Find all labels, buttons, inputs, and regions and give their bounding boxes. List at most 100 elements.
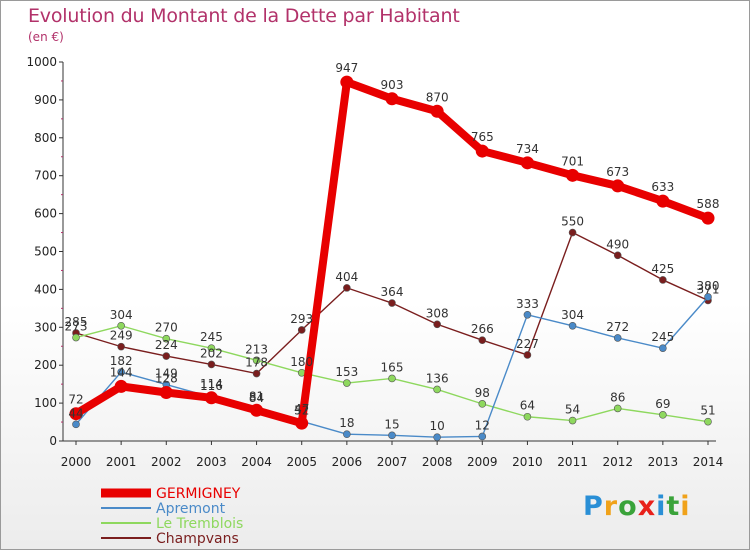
data-label: 128	[155, 371, 178, 385]
chart-title: Evolution du Montant de la Dette par Hab…	[28, 5, 460, 27]
data-point	[295, 416, 309, 430]
y-tick-label: 500	[34, 245, 57, 259]
data-label: 380	[697, 279, 720, 293]
y-tick-label: 1000	[26, 55, 57, 69]
data-label: 149	[155, 367, 178, 381]
x-tick-label: 2011	[557, 455, 588, 469]
x-tick-label: 2009	[467, 455, 498, 469]
data-label: 273	[65, 320, 88, 334]
data-label: 69	[655, 397, 670, 411]
data-label: 54	[565, 403, 580, 417]
legend-label: GERMIGNEY	[156, 486, 241, 502]
data-point	[69, 407, 83, 421]
logo-letter: i	[656, 491, 667, 522]
data-point	[520, 156, 534, 170]
data-label: 304	[561, 308, 584, 322]
x-tick-label: 2014	[693, 455, 724, 469]
x-tick-label: 2006	[332, 455, 363, 469]
y-tick-label: 800	[34, 131, 57, 145]
data-point	[117, 321, 125, 330]
data-point	[388, 374, 396, 383]
data-point	[385, 92, 399, 106]
data-point	[117, 342, 125, 351]
y-tick-label: 100	[34, 396, 57, 410]
logo-letter: i	[680, 491, 691, 522]
data-label: 903	[381, 78, 404, 92]
data-point	[701, 211, 715, 225]
data-point	[478, 400, 487, 408]
data-point	[659, 344, 667, 352]
data-point	[523, 310, 532, 319]
y-tick-label: 700	[34, 169, 57, 183]
proxiti-logo: Proxiti	[583, 491, 691, 522]
data-point	[297, 326, 306, 334]
data-point	[388, 431, 396, 440]
data-label: 98	[475, 386, 490, 400]
data-label: 18	[339, 416, 354, 430]
data-label: 285	[65, 315, 88, 329]
data-point	[523, 351, 532, 359]
logo-letter: o	[618, 491, 638, 522]
data-label: 213	[245, 342, 268, 356]
data-point	[659, 411, 667, 419]
data-label: 425	[651, 262, 674, 276]
data-label: 64	[520, 399, 535, 413]
data-label: 224	[155, 338, 178, 352]
legend-label: Le Tremblois	[156, 516, 243, 532]
data-point	[478, 336, 487, 344]
data-label: 765	[471, 130, 494, 144]
data-point	[207, 344, 216, 352]
y-tick-label: 300	[34, 320, 57, 334]
data-label: 182	[110, 354, 133, 368]
data-point	[162, 334, 171, 343]
data-point	[114, 379, 128, 393]
data-point	[613, 334, 622, 342]
data-label: 272	[606, 320, 629, 334]
data-label: 270	[155, 321, 178, 335]
y-tick-label: 200	[34, 358, 57, 372]
data-point	[433, 320, 441, 329]
data-label: 165	[381, 360, 404, 374]
data-label: 202	[200, 346, 223, 360]
data-label: 136	[426, 371, 449, 385]
legend-label: Apremont	[156, 501, 226, 517]
data-point	[343, 284, 351, 292]
x-tick-label: 2004	[241, 455, 272, 469]
data-label: 178	[245, 356, 268, 370]
data-label: 266	[471, 322, 494, 336]
data-point	[207, 360, 216, 369]
data-label: 293	[290, 312, 313, 326]
data-point	[117, 368, 125, 376]
data-point	[704, 417, 712, 426]
data-point	[659, 276, 667, 284]
data-point	[611, 179, 625, 193]
data-label: 227	[516, 337, 539, 351]
x-tick-label: 2003	[196, 455, 227, 469]
data-point	[343, 430, 351, 438]
data-point	[433, 385, 441, 394]
data-point	[252, 356, 261, 365]
x-tick-label: 2005	[286, 455, 317, 469]
data-point	[343, 379, 351, 387]
data-point	[656, 194, 670, 208]
data-point	[162, 352, 171, 360]
data-point	[72, 333, 80, 342]
x-tick-label: 2000	[61, 455, 92, 469]
x-tick-label: 2007	[377, 455, 408, 469]
x-tick-label: 2001	[106, 455, 137, 469]
x-tick-label: 2008	[422, 455, 453, 469]
data-point	[478, 432, 487, 441]
data-label: 116	[200, 379, 223, 393]
data-label: 10	[430, 419, 445, 433]
x-tick-label: 2002	[151, 455, 182, 469]
data-point	[613, 404, 622, 413]
data-label: 144	[110, 365, 133, 379]
data-label: 81	[249, 389, 264, 403]
data-label: 947	[335, 61, 358, 75]
data-label: 245	[200, 330, 223, 344]
data-label: 734	[516, 142, 539, 156]
data-label: 245	[651, 330, 674, 344]
logo-letter: t	[666, 491, 681, 522]
chart-unit: (en €)	[28, 30, 64, 44]
data-label: 371	[697, 282, 720, 296]
